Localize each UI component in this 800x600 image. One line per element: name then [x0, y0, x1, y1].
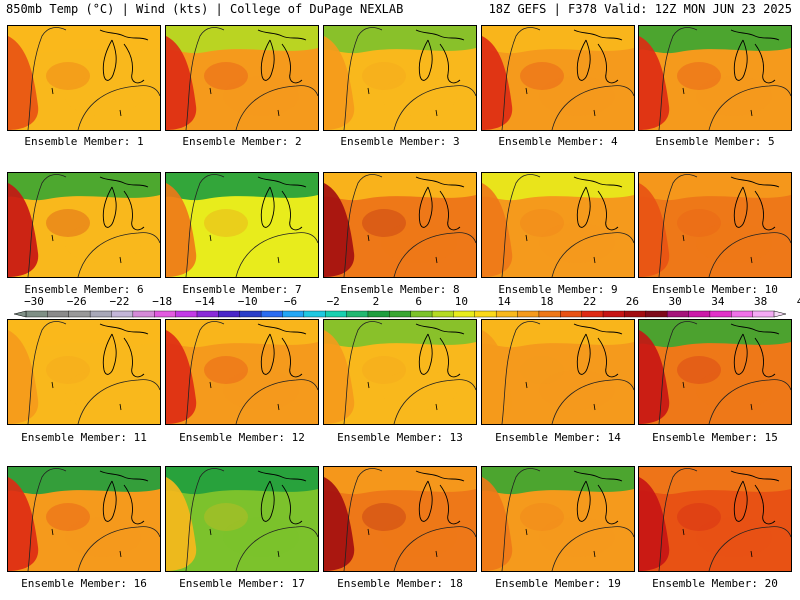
colorbar-tick-label: −18	[152, 295, 173, 308]
ensemble-member-label-11: Ensemble Member: 11	[21, 431, 147, 444]
colorbar-swatch	[453, 310, 476, 318]
ensemble-map-4	[481, 25, 635, 131]
colorbar-tick-label: −26	[66, 295, 87, 308]
colorbar-tick-label: 14	[497, 295, 511, 308]
colorbar-swatch	[175, 310, 198, 318]
colorbar-tick-label: −2	[326, 295, 340, 308]
ensemble-map-18	[323, 466, 477, 572]
ensemble-map-19	[481, 466, 635, 572]
colorbar-tick-label: 26	[625, 295, 640, 308]
ensemble-map-5	[638, 25, 792, 131]
ensemble-map-9	[481, 172, 635, 278]
ensemble-map-10	[638, 172, 792, 278]
colorbar-tick-label: −10	[237, 295, 258, 308]
colorbar-swatch	[218, 310, 241, 318]
ensemble-member-label-17: Ensemble Member: 17	[179, 577, 305, 590]
colorbar-tick-label: 2	[372, 295, 380, 308]
ensemble-member-label-20: Ensemble Member: 20	[652, 577, 778, 590]
ensemble-member-label-7: Ensemble Member: 7	[182, 283, 302, 296]
ensemble-member-label-9: Ensemble Member: 9	[498, 283, 618, 296]
run-valid-time: 18Z GEFS | F378 Valid: 12Z MON JUN 23 20…	[488, 2, 792, 16]
ensemble-map-2	[165, 25, 319, 131]
colorbar-swatch	[410, 310, 433, 318]
ensemble-map-14	[481, 319, 635, 425]
colorbar-swatch	[474, 310, 497, 318]
colorbar-tick-label: 42	[797, 296, 800, 308]
colorbar-swatch	[560, 310, 583, 318]
colorbar-swatch	[581, 310, 604, 318]
ensemble-map-6	[7, 172, 161, 278]
colorbar-tick-label: 34	[711, 295, 725, 308]
ensemble-map-15	[638, 319, 792, 425]
colorbar-swatch	[111, 310, 134, 318]
colorbar-swatch	[495, 310, 519, 318]
colorbar-tick-label: 6	[415, 295, 422, 308]
ensemble-member-label-5: Ensemble Member: 5	[655, 135, 775, 148]
colorbar-tick-label: 38	[754, 295, 768, 308]
colorbar-swatch	[68, 310, 91, 318]
ensemble-map-1	[7, 25, 161, 131]
colorbar-swatch	[154, 310, 177, 318]
ensemble-member-label-13: Ensemble Member: 13	[337, 431, 463, 444]
colorbar-swatch	[709, 310, 732, 318]
colorbar-swatch	[517, 310, 540, 318]
ensemble-member-label-3: Ensemble Member: 3	[340, 135, 460, 148]
colorbar-tick-label: −6	[283, 295, 298, 308]
colorbar-swatch	[260, 310, 284, 318]
colorbar-tick-label: 10	[454, 295, 469, 308]
ensemble-member-label-12: Ensemble Member: 12	[179, 431, 305, 444]
ensemble-map-12	[165, 319, 319, 425]
ensemble-map-11	[7, 319, 161, 425]
colorbar-swatch	[602, 310, 626, 318]
colorbar-swatch	[346, 310, 369, 318]
ensemble-member-label-15: Ensemble Member: 15	[652, 431, 778, 444]
colorbar-tick-label: −30	[24, 295, 44, 308]
colorbar-swatch	[367, 310, 390, 318]
colorbar-swatch	[282, 310, 305, 318]
colorbar-tick-label: −22	[109, 295, 130, 308]
ensemble-member-label-1: Ensemble Member: 1	[24, 135, 144, 148]
colorbar-swatch	[303, 310, 326, 318]
ensemble-map-3	[323, 25, 477, 131]
ensemble-map-20	[638, 466, 792, 572]
colorbar-swatch	[239, 310, 262, 318]
ensemble-map-13	[323, 319, 477, 425]
ensemble-member-label-6: Ensemble Member: 6	[24, 283, 144, 296]
colorbar-swatch	[89, 310, 113, 318]
colorbar-swatch	[196, 310, 219, 318]
ensemble-member-label-14: Ensemble Member: 14	[495, 431, 621, 444]
colorbar-swatch	[325, 310, 348, 318]
ensemble-map-7	[165, 172, 319, 278]
temperature-colorbar	[13, 310, 787, 318]
colorbar-swatch	[624, 310, 647, 318]
ensemble-member-label-2: Ensemble Member: 2	[182, 135, 302, 148]
colorbar-swatch	[431, 310, 455, 318]
colorbar-tick-label: 22	[583, 295, 597, 308]
ensemble-map-17	[165, 466, 319, 572]
colorbar-swatch	[666, 310, 690, 318]
ensemble-member-label-10: Ensemble Member: 10	[652, 283, 778, 296]
ensemble-member-label-8: Ensemble Member: 8	[340, 283, 460, 296]
ensemble-member-label-18: Ensemble Member: 18	[337, 577, 463, 590]
colorbar-tick-label: −14	[195, 295, 215, 308]
colorbar-swatch	[688, 310, 711, 318]
colorbar-swatch	[752, 310, 775, 318]
colorbar-swatch	[538, 310, 561, 318]
colorbar-swatch	[47, 310, 70, 318]
colorbar-swatch	[645, 310, 668, 318]
colorbar-swatch	[25, 310, 48, 318]
ensemble-member-label-16: Ensemble Member: 16	[21, 577, 147, 590]
ensemble-map-16	[7, 466, 161, 572]
ensemble-map-8	[323, 172, 477, 278]
colorbar-swatch	[389, 310, 412, 318]
chart-title: 850mb Temp (°C) | Wind (kts) | College o…	[6, 2, 404, 16]
colorbar-swatch	[731, 310, 754, 318]
colorbar-swatch	[132, 310, 155, 318]
colorbar-tick-label: 18	[540, 295, 554, 308]
colorbar-tick-label: 30	[668, 295, 682, 308]
ensemble-member-label-19: Ensemble Member: 19	[495, 577, 621, 590]
ensemble-member-label-4: Ensemble Member: 4	[498, 135, 618, 148]
